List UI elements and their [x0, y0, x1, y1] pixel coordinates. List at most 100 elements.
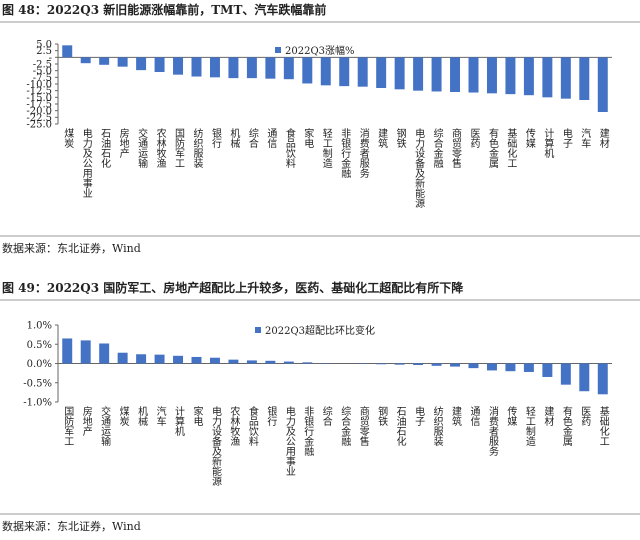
- bar: [450, 57, 460, 92]
- bar: [265, 361, 275, 364]
- bar: [155, 57, 165, 72]
- x-tick-label: 银行: [209, 127, 221, 149]
- bar: [247, 360, 257, 363]
- y-tick-label: -1.0%: [23, 398, 52, 409]
- bar: [579, 57, 589, 100]
- bar: [376, 57, 386, 88]
- x-tick-label: 建筑: [376, 127, 388, 148]
- bar: [579, 364, 589, 392]
- source-note: 数据来源：东北证券，Wind: [2, 519, 141, 533]
- bar: [265, 57, 275, 78]
- x-tick-label: 建材: [597, 127, 609, 148]
- x-tick-label: 基础化工: [597, 405, 609, 446]
- x-tick-label: 机械: [136, 405, 148, 427]
- x-tick-label: 医药: [468, 128, 480, 149]
- x-tick-label: 汽车: [154, 405, 166, 427]
- bar: [99, 57, 109, 64]
- x-tick-label: 石油石化: [394, 406, 406, 446]
- bar: [118, 353, 128, 364]
- bar: [62, 338, 72, 363]
- bar: [432, 364, 442, 366]
- y-tick-label: -25.0: [26, 120, 52, 131]
- x-tick-label: 商贸零售: [450, 127, 462, 169]
- bar: [598, 364, 608, 395]
- x-tick-label: 交通运输: [136, 127, 148, 169]
- bar: [81, 340, 91, 363]
- bar: [432, 57, 442, 91]
- x-tick-label: 石油石化: [99, 128, 111, 168]
- bar: [561, 57, 571, 98]
- x-tick-label: 电力及公用事业: [80, 127, 92, 198]
- y-tick-label: 0.5%: [27, 340, 52, 351]
- bar: [469, 57, 479, 92]
- bar: [155, 355, 165, 364]
- x-tick-label: 消费者服务: [486, 405, 498, 457]
- bar: [173, 57, 183, 74]
- x-tick-label: 轻工制造: [320, 127, 332, 168]
- bar: [505, 364, 515, 372]
- source-note: 数据来源：东北证券，Wind: [2, 241, 141, 255]
- x-tick-label: 基础化工: [505, 127, 517, 168]
- x-tick-label: 国防军工: [62, 406, 74, 446]
- y-tick-label: 1.0%: [27, 321, 52, 332]
- x-tick-label: 电力设备及新能源: [209, 405, 221, 487]
- bar: [210, 57, 220, 77]
- x-tick-label: 轻工制造: [523, 405, 535, 446]
- x-tick-label: 非银行金融: [339, 128, 351, 179]
- x-tick-label: 纺织服装: [191, 127, 203, 169]
- x-tick-label: 银行: [265, 405, 277, 427]
- bar: [487, 364, 497, 371]
- x-tick-label: 纺织服装: [431, 405, 443, 447]
- y-tick-label: 0.0%: [27, 359, 52, 370]
- x-tick-label: 钢铁: [394, 127, 406, 149]
- x-tick-label: 非银行金融: [302, 406, 314, 457]
- x-tick-label: 建筑: [450, 405, 462, 426]
- x-tick-label: 有色金属: [560, 405, 572, 447]
- bar: [542, 364, 552, 377]
- bar: [376, 364, 386, 365]
- legend-label: 2022Q3涨幅%: [285, 44, 355, 57]
- bar: [395, 364, 405, 365]
- bar: [598, 57, 608, 112]
- bar: [487, 57, 497, 93]
- x-tick-label: 通信: [468, 406, 480, 427]
- bar: [247, 57, 257, 78]
- bar: [173, 356, 183, 364]
- x-tick-label: 国防军工: [173, 128, 185, 168]
- bar: [302, 362, 312, 363]
- x-tick-label: 综合: [320, 405, 332, 427]
- bar: [81, 57, 91, 63]
- x-tick-label: 食品饮料: [246, 405, 258, 447]
- bar: [136, 57, 146, 70]
- x-tick-label: 房地产: [80, 405, 92, 437]
- bar: [192, 57, 202, 76]
- x-tick-label: 家电: [191, 405, 203, 426]
- x-tick-label: 家电: [302, 127, 314, 148]
- bar: [524, 57, 534, 95]
- x-tick-label: 电子: [560, 127, 572, 148]
- x-tick-label: 钢铁: [376, 405, 388, 427]
- bar: [450, 364, 460, 367]
- x-tick-label: 农林牧渔: [154, 127, 166, 169]
- bar: [413, 364, 423, 366]
- x-tick-label: 综合金融: [339, 405, 351, 447]
- x-tick-label: 房地产: [117, 127, 129, 159]
- x-tick-label: 商贸零售: [357, 405, 369, 447]
- bar: [542, 57, 552, 97]
- bar: [321, 57, 331, 85]
- x-tick-label: 电子: [413, 405, 425, 426]
- x-tick-label: 传媒: [505, 406, 517, 427]
- bar: [302, 57, 312, 83]
- bar: [358, 57, 368, 86]
- x-tick-label: 有色金属: [486, 127, 498, 169]
- figure-caption: 图 49：2022Q3 国防军工、房地产超配比上升较多，医药、基础化工超配比有所…: [2, 280, 464, 295]
- bar: [192, 357, 202, 364]
- x-tick-label: 机械: [228, 127, 240, 149]
- bar: [284, 362, 294, 364]
- x-tick-label: 食品饮料: [283, 127, 295, 169]
- bar: [136, 354, 146, 363]
- bar: [284, 57, 294, 79]
- x-tick-label: 煤炭: [62, 127, 74, 149]
- x-tick-label: 通信: [265, 128, 277, 149]
